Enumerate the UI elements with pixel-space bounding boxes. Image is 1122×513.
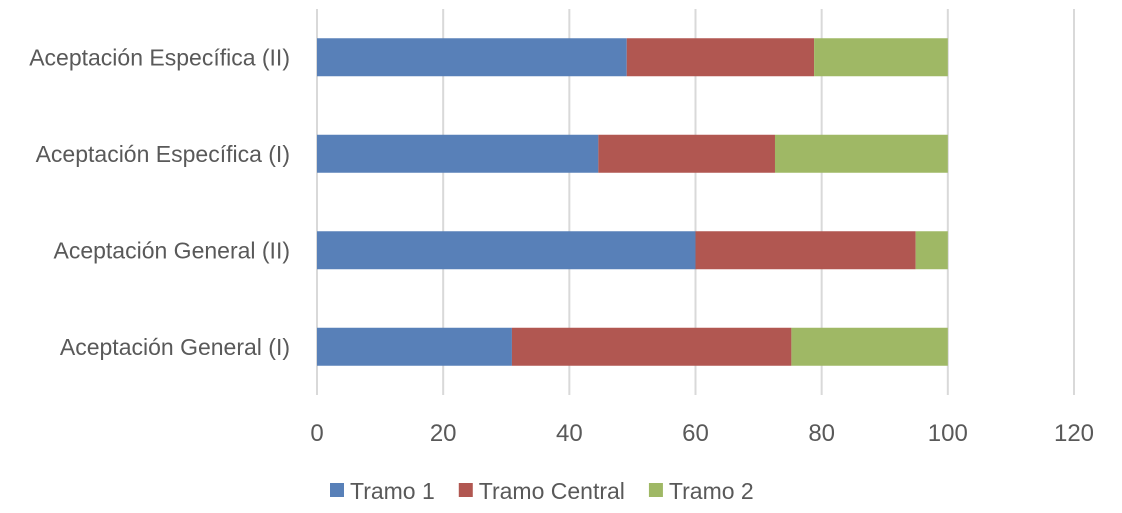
legend-swatch <box>458 483 473 497</box>
x-tick-label: 40 <box>556 420 583 447</box>
x-tick-label: 80 <box>808 420 835 447</box>
legend-label: Tramo 1 <box>350 478 435 504</box>
bar-segment-tramo-central <box>626 38 815 77</box>
y-category-label: Aceptación General (II) <box>53 237 290 263</box>
x-tick-label: 120 <box>1054 420 1094 447</box>
x-tick-label: 20 <box>430 420 457 447</box>
bar-segment-tramo-2 <box>791 327 948 366</box>
x-tick-label: 0 <box>310 420 323 447</box>
x-tick-label: 60 <box>682 420 709 447</box>
bar-segment-tramo-1 <box>317 38 627 77</box>
bar-segment-tramo-1 <box>317 134 599 173</box>
y-category-label: Aceptación Específica (II) <box>29 44 290 70</box>
bar-segment-tramo-1 <box>317 231 696 270</box>
y-category-label: Aceptación Específica (I) <box>36 141 290 167</box>
legend-label: Tramo 2 <box>669 478 754 504</box>
legend-swatch <box>648 483 663 497</box>
y-category-label: Aceptación General (I) <box>60 334 290 360</box>
bar-segment-tramo-1 <box>317 327 512 366</box>
legend-label: Tramo Central <box>479 478 625 504</box>
bar-segment-tramo-central <box>511 327 792 366</box>
bar-segment-tramo-2 <box>774 134 948 173</box>
bar-segment-tramo-2 <box>814 38 948 77</box>
bar-segment-tramo-2 <box>915 231 948 270</box>
bar-segment-tramo-central <box>695 231 916 270</box>
x-tick-label: 100 <box>928 420 968 447</box>
legend-swatch <box>330 483 344 497</box>
bar-segment-tramo-central <box>598 134 775 173</box>
